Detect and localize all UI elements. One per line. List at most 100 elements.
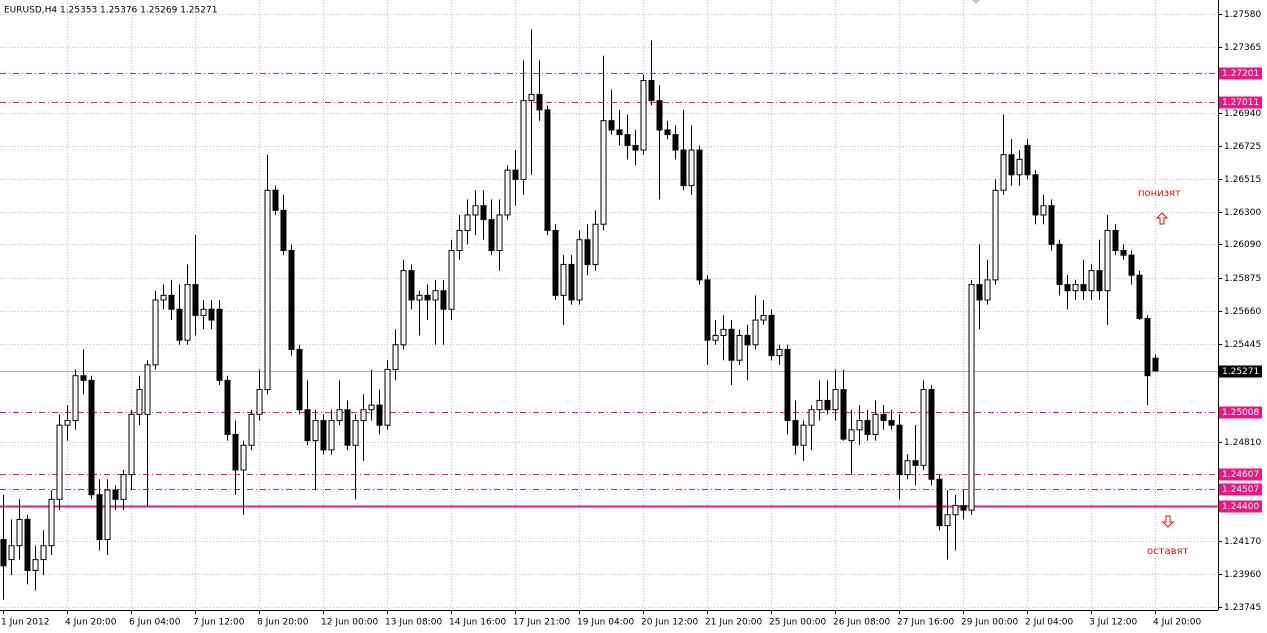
candle-body xyxy=(984,279,991,301)
candle-body xyxy=(1096,270,1103,292)
candle-body xyxy=(328,420,335,451)
y-tick-label: 1.26725 xyxy=(1224,142,1261,152)
y-tick-label: 1.27365 xyxy=(1224,43,1261,53)
candle-body xyxy=(392,344,399,371)
candle-body xyxy=(744,335,751,346)
candle-body xyxy=(240,444,247,471)
candle-body xyxy=(480,205,487,221)
candle-body xyxy=(104,489,111,541)
candle-body xyxy=(1136,274,1143,320)
candle-body xyxy=(696,149,703,281)
candle-body xyxy=(1032,174,1039,216)
candle-body xyxy=(1112,229,1119,252)
candle-body xyxy=(224,379,231,435)
candle-body xyxy=(976,284,983,301)
candle-body xyxy=(184,284,191,341)
x-tick-label: 8 Jun 20:00 xyxy=(257,618,309,628)
candle-body xyxy=(752,319,759,346)
level-tag-label: 1.24607 xyxy=(1222,470,1259,480)
y-tick-label: 1.24170 xyxy=(1224,537,1261,547)
annotation: оставят xyxy=(1147,546,1188,557)
candle-body xyxy=(536,93,543,111)
candle-body xyxy=(712,335,719,341)
x-tick-label: 6 Jun 04:00 xyxy=(129,618,181,628)
level-tag xyxy=(1219,483,1262,496)
candle-body xyxy=(856,420,863,431)
candle-body xyxy=(512,169,519,180)
candle-body xyxy=(48,498,55,547)
x-tick-label: 19 Jun 04:00 xyxy=(577,618,634,628)
y-tick-label: 1.26940 xyxy=(1224,109,1261,119)
level-tag-label: 1.27011 xyxy=(1222,98,1259,108)
y-tick-label: 1.23960 xyxy=(1224,570,1261,580)
candle-body xyxy=(528,93,535,102)
x-tick-label: 21 Jun 20:00 xyxy=(705,618,762,628)
candle-body xyxy=(72,375,79,422)
candle-body xyxy=(400,270,407,346)
candle-body xyxy=(280,209,287,252)
candle-body xyxy=(368,404,375,411)
candle-body xyxy=(296,348,303,411)
levels-layer xyxy=(0,73,1218,508)
candle-body xyxy=(336,409,343,422)
candle-body xyxy=(992,189,999,281)
candle-body xyxy=(760,314,767,321)
candle-body xyxy=(168,294,175,310)
candle-body xyxy=(216,308,223,381)
candle-body xyxy=(408,270,415,301)
candle-body xyxy=(1064,284,1071,292)
x-tick-label: 3 Jul 12:00 xyxy=(1089,618,1138,628)
candle-body xyxy=(736,335,743,361)
candle-body xyxy=(1144,318,1151,377)
candle-body xyxy=(632,144,639,151)
candle-body xyxy=(32,559,39,571)
candle-body xyxy=(920,389,927,466)
x-tick-label: 2 Jul 04:00 xyxy=(1025,618,1074,628)
candle-body xyxy=(1120,250,1127,256)
candle-body xyxy=(664,129,671,136)
x-tick-label: 27 Jun 16:00 xyxy=(897,618,954,628)
candle-body xyxy=(616,129,623,136)
candle-body xyxy=(272,189,279,211)
candle-body xyxy=(352,420,359,446)
candle-body xyxy=(424,294,431,301)
level-tag xyxy=(1219,406,1262,419)
candle-body xyxy=(88,379,95,496)
candle-body xyxy=(944,514,951,527)
candle-body xyxy=(128,413,135,476)
candle-body xyxy=(704,279,711,341)
candle-body xyxy=(904,460,911,476)
candle-body xyxy=(80,375,87,381)
y-tick-label: 1.23745 xyxy=(1224,603,1261,613)
annotation: понизят xyxy=(1138,188,1181,199)
x-tick-label: 4 Jun 20:00 xyxy=(65,618,117,628)
candle-body xyxy=(960,505,967,511)
candle-body xyxy=(160,294,167,301)
y-tick-label: 1.26090 xyxy=(1224,240,1261,250)
candle-body xyxy=(1080,284,1087,292)
x-tick-label: 12 Jun 00:00 xyxy=(321,618,378,628)
level-tag-label: 1.24507 xyxy=(1222,485,1259,495)
candle-body xyxy=(472,205,479,216)
candle-body xyxy=(432,290,439,301)
candle-body xyxy=(192,284,199,316)
candle-body xyxy=(544,109,551,231)
candle-body xyxy=(64,420,71,426)
candle-body xyxy=(688,149,695,187)
candle-body xyxy=(56,424,63,500)
y-tick-label: 1.25445 xyxy=(1224,340,1261,350)
candle-body xyxy=(96,494,103,541)
candle-body xyxy=(1008,154,1015,176)
y-tick-label: 1.24810 xyxy=(1224,438,1261,448)
candle-body xyxy=(1104,229,1111,292)
y-tick-label: 1.27580 xyxy=(1224,10,1261,20)
candle-body xyxy=(656,100,663,131)
candle-body xyxy=(680,149,687,187)
candle-body xyxy=(24,518,31,571)
level-tag xyxy=(1219,468,1262,481)
candle-body xyxy=(824,399,831,411)
scroll-marker xyxy=(972,0,980,4)
x-tick-label: 13 Jun 08:00 xyxy=(385,618,442,628)
